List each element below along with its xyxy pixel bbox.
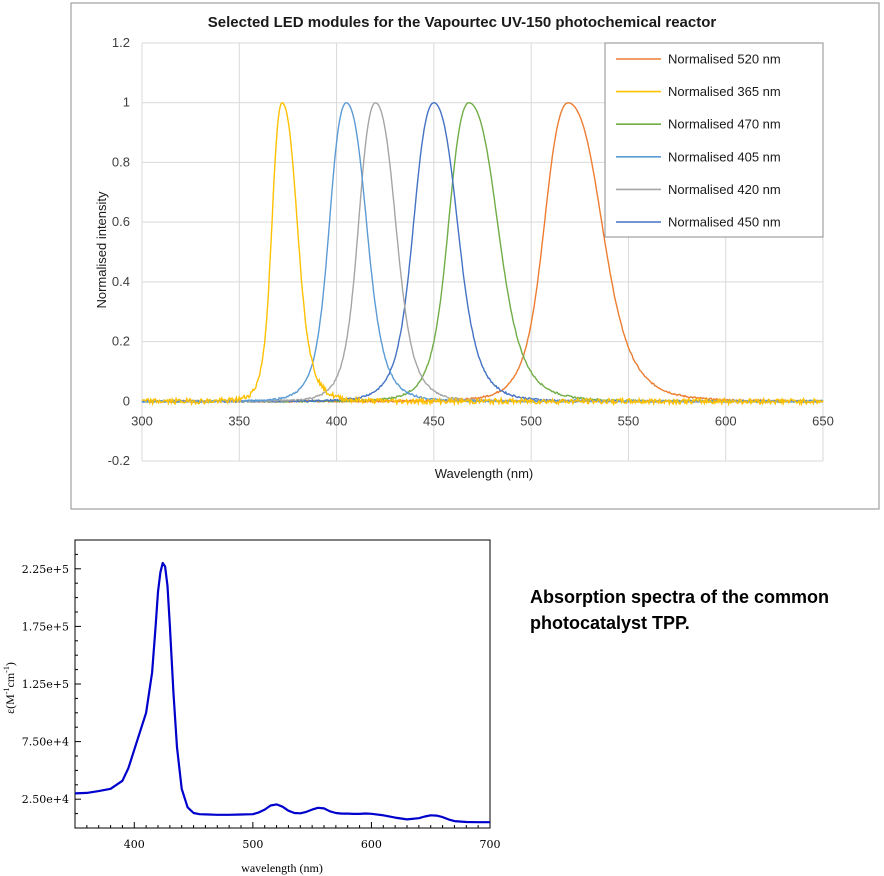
x-tick-label: 300 <box>131 413 153 428</box>
x-tick-label: 400 <box>124 838 145 851</box>
tpp-spectrum <box>74 561 490 824</box>
legend-label: Normalised 470 nm <box>668 117 781 132</box>
x-tick-labels: 400 500 600 700 <box>124 838 501 851</box>
x-tick-label: 350 <box>228 413 250 428</box>
legend-box <box>604 42 824 238</box>
legend-label: Normalised 365 nm <box>668 84 781 99</box>
x-axis-title: wavelength (nm) <box>241 861 323 875</box>
y-tick-label: 7.50e+4 <box>22 736 69 749</box>
y-tick-label: 0.2 <box>112 334 130 349</box>
y-title-sup-1: -1 <box>2 687 11 694</box>
y-axis-title: ε(M-1cm-1) <box>2 662 17 714</box>
series-line <box>141 101 824 407</box>
legend-label: Normalised 520 nm <box>668 52 781 67</box>
chart-title: Selected LED modules for the Vapourtec U… <box>208 14 717 31</box>
tpp-absorption-line <box>74 561 490 824</box>
y-tick-label: 1 <box>123 95 130 110</box>
legend: Normalised 520 nm Normalised 365 nm Normal… <box>604 42 824 238</box>
y-title-sup-2: -1 <box>2 666 11 673</box>
x-tick-label: 450 <box>423 413 445 428</box>
figure-caption: Absorption spectra of the common photoca… <box>530 587 830 633</box>
tick-marks <box>74 539 491 829</box>
y-tick-label: 0.4 <box>112 274 130 289</box>
legend-label: Normalised 450 nm <box>668 215 781 230</box>
x-axis-title: Wavelength (nm) <box>435 466 534 481</box>
y-title-part-2: cm <box>3 672 17 687</box>
x-tick-label: 700 <box>480 838 501 851</box>
y-tick-label: 0.8 <box>112 154 130 169</box>
x-tick-label: 550 <box>618 413 640 428</box>
legend-label: Normalised 405 nm <box>668 149 781 164</box>
y-axis-title: Normalised intensity <box>94 191 109 309</box>
series-lines <box>141 101 824 407</box>
x-tick-label: 400 <box>326 413 348 428</box>
y-tick-label: 0.6 <box>112 214 130 229</box>
led-spectra-chart: Selected LED modules for the Vapourtec U… <box>70 2 880 510</box>
x-tick-label: 500 <box>242 838 263 851</box>
x-tick-label: 600 <box>715 413 737 428</box>
x-tick-label: 500 <box>520 413 542 428</box>
y-tick-label: 1.75e+5 <box>22 620 69 633</box>
x-tick-label: 650 <box>812 413 834 428</box>
plot-frame <box>74 539 491 829</box>
y-tick-label: 2.50e+4 <box>22 793 69 806</box>
y-title-part-3: ) <box>3 662 17 666</box>
x-tick-labels: 300 350 400 450 500 550 600 650 <box>131 413 834 428</box>
x-tick-label: 600 <box>361 838 382 851</box>
y-tick-label: 1.2 <box>112 35 130 50</box>
y-tick-labels: -0.2 0 0.2 0.4 0.6 0.8 1 1.2 <box>108 35 130 468</box>
y-tick-label: 1.25e+5 <box>22 678 69 691</box>
y-tick-label: 0 <box>123 393 130 408</box>
y-tick-label: 2.25e+5 <box>22 563 69 576</box>
y-tick-label: -0.2 <box>108 453 130 468</box>
y-title-part-1: ε(M <box>3 694 17 714</box>
legend-label: Normalised 420 nm <box>668 182 781 197</box>
y-tick-labels: 2.50e+4 7.50e+4 1.25e+5 1.75e+5 2.25e+5 <box>22 563 69 806</box>
